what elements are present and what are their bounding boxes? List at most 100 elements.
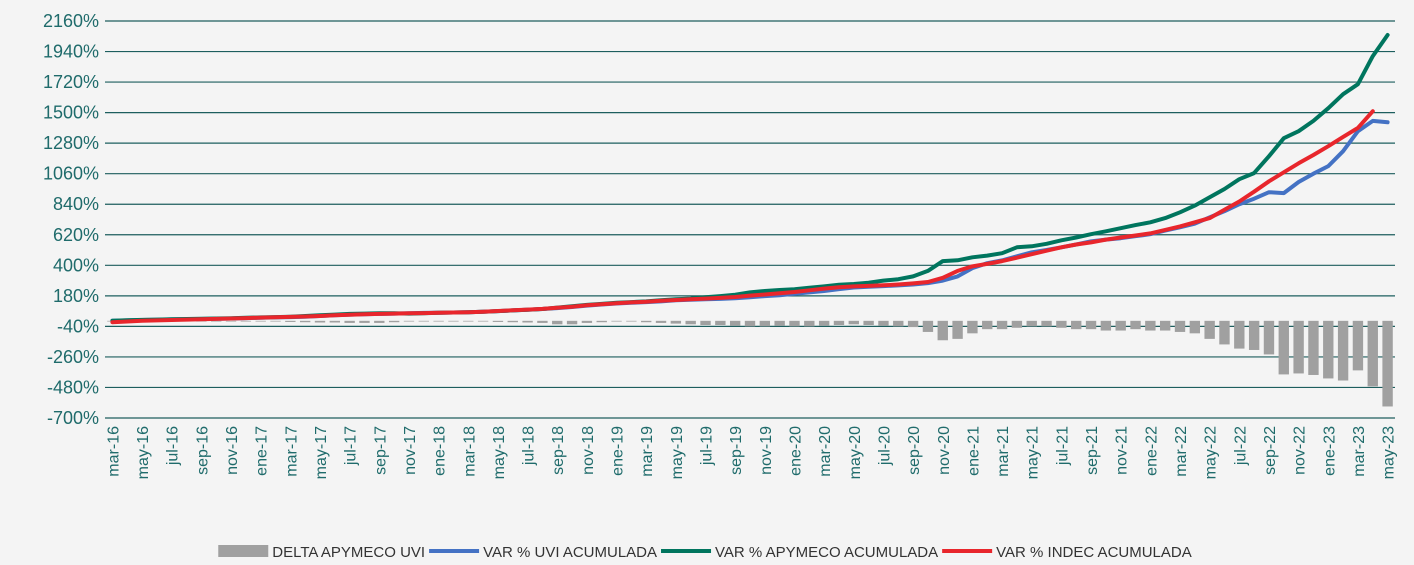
x-tick-label: jul-21 xyxy=(1054,426,1071,466)
x-tick-label: may-22 xyxy=(1203,426,1220,479)
bar xyxy=(270,320,281,322)
bar xyxy=(1382,320,1393,407)
x-tick-label: ene-22 xyxy=(1143,426,1160,476)
y-tick-label: 2160% xyxy=(43,11,99,31)
bar xyxy=(285,320,296,322)
bar xyxy=(789,320,800,327)
bar xyxy=(863,320,874,325)
bar xyxy=(670,320,682,324)
bar xyxy=(655,320,667,323)
bar xyxy=(1159,320,1171,331)
bar xyxy=(596,320,607,323)
bar xyxy=(507,320,518,323)
bar xyxy=(1130,320,1141,330)
bar xyxy=(1323,320,1334,379)
bar xyxy=(1085,320,1097,330)
y-tick-label: 840% xyxy=(53,194,99,214)
bar xyxy=(374,320,385,323)
bar xyxy=(1071,320,1082,330)
x-tick-label: may-20 xyxy=(847,426,864,479)
bar xyxy=(611,320,622,322)
x-tick-label: may-17 xyxy=(313,426,330,479)
bar xyxy=(848,320,859,325)
bar xyxy=(641,320,652,323)
bar xyxy=(878,320,889,326)
x-tick-label: ene-20 xyxy=(787,426,804,476)
x-tick-label: may-18 xyxy=(491,426,508,479)
bar xyxy=(240,320,252,322)
x-tick-label: jul-16 xyxy=(165,426,182,466)
x-tick-label: may-19 xyxy=(669,426,686,479)
line-series xyxy=(110,33,1390,323)
bar xyxy=(729,320,741,326)
bar xyxy=(1352,320,1364,371)
bar xyxy=(1026,320,1037,327)
y-tick-label: -260% xyxy=(47,347,99,367)
bar xyxy=(626,320,637,322)
bar xyxy=(1100,320,1112,331)
x-tick-label: sep-17 xyxy=(372,426,389,475)
x-tick-label: mar-20 xyxy=(817,426,834,477)
x-tick-label: jul-17 xyxy=(343,426,360,466)
bar xyxy=(893,320,904,327)
bar xyxy=(1204,320,1215,339)
bar xyxy=(1248,320,1260,350)
bar xyxy=(448,320,459,322)
y-tick-label: 180% xyxy=(53,286,99,306)
bar xyxy=(433,320,444,322)
bar xyxy=(344,320,355,323)
bar xyxy=(1337,320,1349,381)
bar xyxy=(759,320,771,327)
x-tick-label: ene-17 xyxy=(254,426,271,476)
bar xyxy=(1293,320,1304,374)
bar xyxy=(1041,320,1052,327)
bar xyxy=(255,320,266,322)
bar xyxy=(1011,320,1023,328)
bar xyxy=(211,320,222,322)
x-tick-label: sep-16 xyxy=(194,426,211,475)
y-tick-label: 620% xyxy=(53,225,99,245)
x-tick-label: mar-19 xyxy=(639,426,656,477)
y-tick-label: 1500% xyxy=(43,103,99,123)
bar xyxy=(329,320,341,323)
y-tick-label: 1280% xyxy=(43,133,99,153)
x-tick-label: may-23 xyxy=(1381,426,1398,479)
x-tick-label: nov-17 xyxy=(402,426,419,475)
bar xyxy=(566,320,578,325)
bar xyxy=(1278,320,1289,375)
x-tick-label: nov-19 xyxy=(758,426,775,475)
x-tick-label: ene-21 xyxy=(965,426,982,476)
bar xyxy=(1219,320,1230,345)
bar xyxy=(907,320,919,328)
legend-label: DELTA APYMECO UVI xyxy=(272,544,425,561)
bar xyxy=(463,320,474,322)
x-tick-label: mar-22 xyxy=(1173,426,1190,477)
legend-label: VAR % UVI ACUMULADA xyxy=(483,544,657,561)
bar xyxy=(1263,320,1275,355)
legend-item: VAR % INDEC ACUMULADA xyxy=(942,544,1192,561)
bar xyxy=(715,320,726,325)
x-tick-label: sep-21 xyxy=(1084,426,1101,475)
x-tick-label: ene-19 xyxy=(610,426,627,476)
x-tick-label: jul-19 xyxy=(699,426,716,466)
y-tick-label: 1720% xyxy=(43,72,99,92)
legend-label: VAR % APYMECO ACUMULADA xyxy=(715,544,938,561)
legend-label: VAR % INDEC ACUMULADA xyxy=(996,544,1192,561)
x-tick-label: mar-17 xyxy=(283,426,300,477)
bar xyxy=(403,320,415,322)
x-tick-label: mar-16 xyxy=(105,426,122,477)
x-tick-label: nov-16 xyxy=(224,426,241,475)
y-tick-label: -40% xyxy=(57,316,99,336)
x-tick-label: nov-21 xyxy=(1114,426,1131,475)
x-tick-label: sep-20 xyxy=(906,426,923,475)
bar xyxy=(314,320,326,323)
x-tick-label: sep-18 xyxy=(550,426,567,475)
bar xyxy=(537,320,548,323)
bar xyxy=(937,320,948,341)
legend-swatch xyxy=(218,545,269,557)
x-tick-label: jul-20 xyxy=(876,426,893,466)
x-tick-label: may-21 xyxy=(1025,426,1042,479)
bar xyxy=(1234,320,1245,349)
legend-item: VAR % UVI ACUMULADA xyxy=(429,544,657,561)
